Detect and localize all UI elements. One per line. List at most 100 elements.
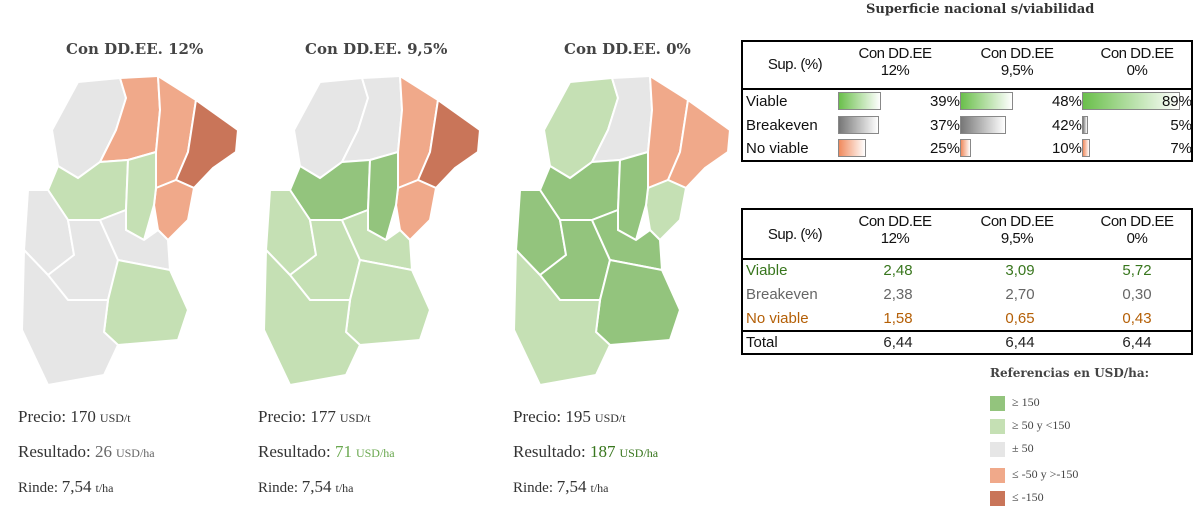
yield-unit: t/ha — [335, 481, 354, 495]
price-value: 177 — [310, 407, 336, 426]
table1-cell: 10% — [1051, 140, 1082, 157]
table1-body-box — [741, 88, 1193, 162]
table2-cell: 6,44 — [883, 334, 913, 351]
price-label: Precio: — [513, 407, 562, 426]
table1-bar — [1082, 139, 1090, 157]
province-region — [367, 150, 399, 242]
province-region — [416, 98, 482, 190]
table2-cell: 3,09 — [1005, 262, 1035, 279]
legend-swatch — [990, 396, 1005, 411]
province-map — [262, 74, 482, 387]
legend-swatch — [990, 468, 1005, 483]
table2-cell: 2,38 — [883, 286, 913, 303]
province-region — [125, 150, 157, 242]
table1-bar — [1082, 116, 1088, 134]
table2-cell: 5,72 — [1122, 262, 1152, 279]
result-unit: USD/ha — [619, 446, 659, 460]
table2-cell: 0,43 — [1122, 310, 1152, 327]
legend-label: ± 50 — [1012, 441, 1034, 455]
table1-col-head-2: Con DD.EE 9,5% — [962, 45, 1072, 79]
table2-cell: 6,44 — [1005, 334, 1035, 351]
table1-bar — [960, 92, 1013, 110]
price-row: Precio: 195 USD/t — [513, 407, 626, 427]
province-region — [152, 178, 196, 242]
yield-unit: t/ha — [590, 481, 609, 495]
province-region — [394, 178, 438, 242]
yield-value: 7,54 — [556, 477, 587, 496]
result-unit: USD/ha — [115, 446, 155, 460]
legend-label: ≤ -150 — [1012, 490, 1044, 504]
price-value: 170 — [70, 407, 96, 426]
yield-value: 7,54 — [301, 477, 332, 496]
result-row: Resultado: 187 USD/ha — [513, 442, 658, 462]
legend-label: ≥ 150 — [1012, 395, 1040, 409]
price-row: Precio: 177 USD/t — [258, 407, 371, 427]
price-label: Precio: — [258, 407, 307, 426]
table2-cell: 0,65 — [1005, 310, 1035, 327]
province-region — [594, 258, 682, 347]
table2-cell: 1,58 — [883, 310, 913, 327]
yield-row: Rinde: 7,54 t/ha — [513, 477, 609, 497]
yield-row: Rinde: 7,54 t/ha — [18, 477, 114, 497]
yield-label: Rinde: — [513, 480, 553, 496]
table1-bar — [838, 139, 866, 157]
province-region — [102, 258, 190, 347]
table1-cell: 39% — [929, 93, 960, 110]
table2-total-box — [741, 330, 1193, 355]
price-unit: USD/t — [339, 411, 371, 425]
province-region — [617, 150, 649, 242]
col-head-line1: Con DD.EE — [980, 45, 1054, 62]
table2-cell: 2,48 — [883, 262, 913, 279]
legend-label: ≥ 50 y <150 — [1012, 418, 1071, 432]
legend-swatch — [990, 491, 1005, 506]
table2-row-label: Breakeven — [746, 286, 818, 303]
table1-bar — [960, 139, 971, 157]
col-head-line1: Con DD.EE — [858, 45, 932, 62]
result-label: Resultado: — [258, 442, 331, 461]
table1-bar — [1082, 92, 1180, 110]
table1-cell: 48% — [1051, 93, 1082, 110]
table2-row-label: Viable — [746, 262, 788, 279]
price-unit: USD/t — [594, 411, 626, 425]
province-region — [344, 258, 432, 347]
table2-cell: 6,44 — [1122, 334, 1152, 351]
result-value: 71 — [334, 442, 352, 461]
province-map — [512, 74, 732, 387]
yield-row: Rinde: 7,54 t/ha — [258, 477, 354, 497]
price-label: Precio: — [18, 407, 67, 426]
table1-cell: 89% — [1161, 93, 1192, 110]
table1-bar — [838, 116, 879, 134]
table1-cell: 25% — [929, 140, 960, 157]
map-title: Con DD.EE. 0% — [564, 40, 691, 58]
table2-row-label: Total — [746, 334, 778, 351]
table1-header-label: Sup. (%) — [767, 56, 823, 73]
result-unit: USD/ha — [355, 446, 395, 460]
table1-cell: 42% — [1051, 117, 1082, 134]
table1-bar — [960, 116, 1006, 134]
table1-row-label: No viable — [746, 140, 809, 157]
province-region — [174, 98, 240, 190]
result-label: Resultado: — [18, 442, 91, 461]
table2-header-label: Sup. (%) — [767, 226, 823, 243]
col-head-line2: 0% — [1126, 230, 1148, 247]
price-unit: USD/t — [99, 411, 131, 425]
yield-label: Rinde: — [18, 480, 58, 496]
province-region — [512, 247, 612, 387]
col-head-line1: Con DD.EE — [858, 213, 932, 230]
result-row: Resultado: 26 USD/ha — [18, 442, 155, 462]
table2-col-head-1: Con DD.EE 12% — [840, 213, 950, 247]
yield-value: 7,54 — [61, 477, 92, 496]
yield-unit: t/ha — [95, 481, 114, 495]
result-row: Resultado: 71 USD/ha — [258, 442, 395, 462]
table2-cell: 2,70 — [1005, 286, 1035, 303]
province-region — [20, 247, 120, 387]
province-region — [666, 98, 732, 190]
table1-row-label: Viable — [746, 93, 788, 110]
price-value: 195 — [565, 407, 591, 426]
province-region — [262, 247, 362, 387]
table1-cell: 7% — [1170, 140, 1192, 157]
col-head-line1: Con DD.EE — [1100, 45, 1174, 62]
table2-row-label: No viable — [746, 310, 809, 327]
map-title: Con DD.EE. 12% — [66, 40, 204, 58]
col-head-line2: 12% — [880, 230, 910, 247]
